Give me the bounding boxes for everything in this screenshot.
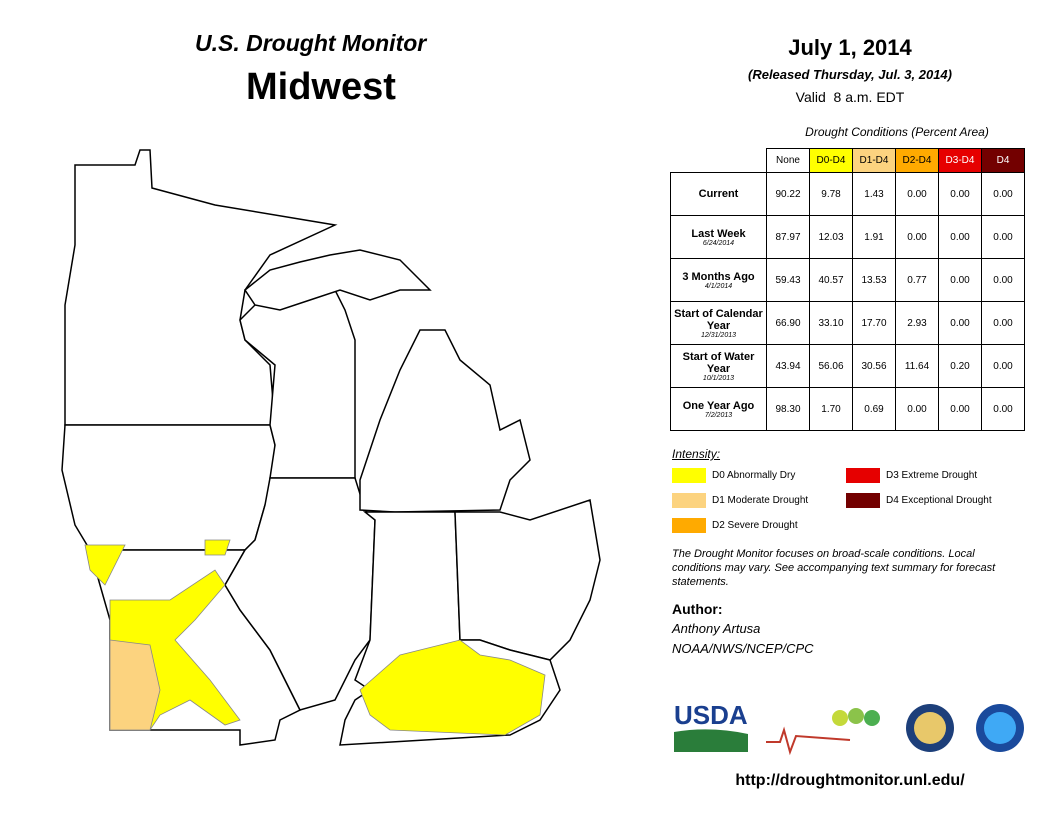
cell: 0.00 — [981, 387, 1025, 431]
row-date: 12/31/2013 — [700, 331, 737, 339]
cell: 13.53 — [852, 258, 896, 302]
cell: 66.90 — [766, 301, 810, 345]
legend-label: D0 Abnormally Dry — [712, 470, 796, 481]
row-name: 3 Months Ago — [682, 270, 755, 283]
row-label: Last Week 6/24/2014 — [670, 215, 767, 259]
conditions-table: None D0-D4 D1-D4 D2-D4 D3-D4 D4 Current 90.22 9.… — [670, 148, 1025, 431]
legend-swatch — [846, 468, 880, 483]
cell: 1.70 — [809, 387, 853, 431]
cell: 0.00 — [895, 215, 939, 259]
row-name: Current — [698, 188, 739, 200]
date: July 1, 2014 — [788, 35, 912, 60]
cell: 0.00 — [938, 172, 982, 216]
cell: 40.57 — [809, 258, 853, 302]
cell: 12.03 — [809, 215, 853, 259]
valid: Valid 8 a.m. EDT — [795, 89, 905, 105]
author-org: NOAA/NWS/NCEP/CPC — [672, 641, 814, 656]
cell: 9.78 — [809, 172, 853, 216]
table-header: None D0-D4 D1-D4 D2-D4 D3-D4 D4 — [671, 148, 1025, 173]
header-row: None D0-D4 D1-D4 D2-D4 D3-D4 D4 — [671, 148, 1025, 173]
row-name: Last Week — [691, 227, 746, 240]
released: (Released Thursday, Jul. 3, 2014) — [748, 67, 952, 82]
row-date: 7/2/2013 — [704, 411, 733, 419]
row-label: One Year Ago 7/2/2013 — [670, 387, 767, 431]
legend-swatch — [846, 493, 880, 508]
author-label: Author: — [672, 601, 723, 617]
author-name: Anthony Artusa — [672, 621, 761, 636]
table-row: Last Week 6/24/2014 87.97 12.03 1.91 0.00 0.00… — [670, 215, 1025, 259]
cell: 0.00 — [981, 215, 1025, 259]
table-row: Current 90.22 9.78 1.43 0.00 0.00 0.00 — [670, 172, 1025, 216]
region: Midwest — [246, 66, 396, 108]
note: The Drought Monitor focuses on broad-sca… — [672, 548, 996, 588]
cell: 90.22 — [766, 172, 810, 216]
cell: 0.00 — [895, 387, 939, 431]
legend-label: D2 Severe Drought — [712, 520, 798, 531]
row-label: Start of Water Year 10/1/2013 — [670, 344, 767, 388]
column-header: D1-D4 — [852, 148, 896, 173]
cell: 0.00 — [938, 258, 982, 302]
row-name: Start of Calendar Year — [674, 307, 763, 332]
row-label: Start of Calendar Year 12/31/2013 — [670, 301, 767, 345]
row-date: 4/1/2014 — [704, 282, 733, 290]
cell: 87.97 — [766, 215, 810, 259]
row-label: 3 Months Ago 4/1/2014 — [670, 258, 767, 302]
cell: 0.00 — [938, 215, 982, 259]
cell: 0.00 — [938, 387, 982, 431]
url: http://droughtmonitor.unl.edu/ — [735, 772, 965, 789]
cell: 59.43 — [766, 258, 810, 302]
legend-label: D4 Exceptional Drought — [886, 495, 992, 506]
legend-swatch — [672, 493, 706, 508]
table-row: 3 Months Ago 4/1/2014 59.43 40.57 13.53 0.77 0… — [670, 258, 1025, 302]
table-body: Current 90.22 9.78 1.43 0.00 0.00 0.00 Last Wee… — [670, 172, 1025, 431]
cell: 0.00 — [981, 344, 1025, 388]
table-row: One Year Ago 7/2/2013 98.30 1.70 0.69 0.00 0.0… — [670, 387, 1025, 431]
row-name: Start of Water Year — [682, 350, 755, 375]
cell: 0.00 — [981, 301, 1025, 345]
logos — [674, 704, 1024, 756]
cell: 33.10 — [809, 301, 853, 345]
column-header: D3-D4 — [938, 148, 982, 173]
cell: 56.06 — [809, 344, 853, 388]
row-date: 6/24/2014 — [702, 239, 735, 247]
column-header: D4 — [981, 148, 1025, 173]
cell: 0.00 — [981, 172, 1025, 216]
row-label: Current — [670, 172, 767, 216]
table-row: Start of Calendar Year 12/31/2013 66.90 33.… — [670, 301, 1025, 345]
legend-swatch — [672, 518, 706, 533]
row-date: 10/1/2013 — [702, 374, 735, 382]
table-caption: Drought Conditions (Percent Area) — [805, 125, 989, 139]
cell: 98.30 — [766, 387, 810, 431]
cell: 11.64 — [895, 344, 939, 388]
cell: 0.00 — [895, 172, 939, 216]
legend-label: D3 Extreme Drought — [886, 470, 978, 481]
usda-logo: USDA — [674, 700, 748, 730]
cell: 17.70 — [852, 301, 896, 345]
map — [61, 149, 601, 746]
cell: 1.43 — [852, 172, 896, 216]
cell: 2.93 — [895, 301, 939, 345]
column-header: D0-D4 — [809, 148, 853, 173]
cell: 30.56 — [852, 344, 896, 388]
table-row: Start of Water Year 10/1/2013 43.94 56.06 30… — [670, 344, 1025, 388]
row-name: One Year Ago — [682, 399, 755, 412]
cell: 0.00 — [938, 301, 982, 345]
cell: 1.91 — [852, 215, 896, 259]
legend-title: Intensity: — [672, 447, 721, 461]
cell: 0.20 — [938, 344, 982, 388]
column-header: D2-D4 — [895, 148, 939, 173]
cell: 0.00 — [981, 258, 1025, 302]
cell: 0.77 — [895, 258, 939, 302]
legend-swatch — [672, 468, 706, 483]
cell: 0.69 — [852, 387, 896, 431]
title: U.S. Drought Monitor — [195, 30, 427, 56]
corner — [671, 149, 767, 173]
column-header: None — [766, 148, 810, 173]
legend-label: D1 Moderate Drought — [712, 495, 809, 506]
cell: 43.94 — [766, 344, 810, 388]
